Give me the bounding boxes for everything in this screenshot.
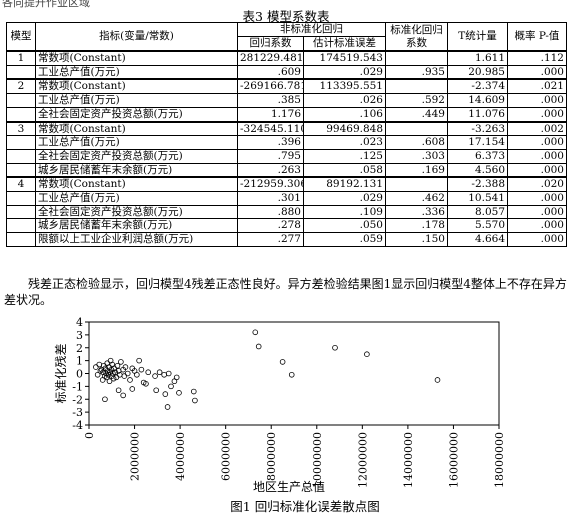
x-axis-ticks: 0 2000000 4000000 6000000 8000000 10000000 120…: [83, 425, 506, 488]
data-points: [93, 329, 441, 410]
data-point: [165, 370, 172, 377]
data-point: [122, 364, 129, 370]
data-point: [190, 388, 197, 395]
data-point: [288, 371, 295, 378]
table-row: 3 常数项(Constant) -324545.110 99469.848 -3.263…: [6, 120, 567, 137]
row-model: 3: [6, 120, 36, 137]
data-point: [129, 386, 136, 392]
row-coefficient: 281229.481: [237, 49, 304, 66]
table-row: 1 常数项(Constant) 281229.481 174519.543 1.611.…: [6, 49, 567, 66]
data-point: [434, 377, 441, 383]
header-model: 模型: [6, 22, 36, 52]
data-point: [97, 368, 104, 374]
x-tick-label: 18000000: [493, 432, 506, 488]
data-point: [145, 369, 152, 376]
data-point: [252, 329, 259, 336]
table-row: 2 常数项(Constant) -269166.781 113395.551 -2.37…: [6, 78, 567, 95]
row-p-value: .002: [507, 120, 567, 137]
row-model: 1: [6, 49, 36, 66]
row-p-value: .021: [507, 78, 567, 95]
data-point: [143, 380, 149, 387]
x-tick-label: 16000000: [447, 432, 460, 488]
data-point: [96, 361, 103, 368]
x-tick-label: 4000000: [174, 432, 187, 481]
data-point: [164, 404, 171, 410]
x-tick-label: 6000000: [220, 432, 233, 481]
x-tick-label: 12000000: [356, 432, 369, 488]
data-point: [364, 351, 370, 357]
data-point: [176, 390, 182, 396]
data-point: [255, 343, 262, 350]
data-point: [152, 373, 158, 379]
data-point: [118, 359, 124, 365]
data-point: [192, 397, 198, 404]
data-point: [102, 396, 108, 403]
data-point: [110, 375, 117, 382]
x-tick-label: 10000000: [311, 432, 324, 488]
table-row: 全社会固定资产投资总额(万元) .795.125.303 6.373.000: [6, 148, 567, 164]
table-row: 城乡居民储蓄年末余额(万元) .263.058.169 4.560.000: [6, 162, 567, 178]
y-tick-label: -3: [72, 406, 83, 419]
x-axis-label: 地区生产总值: [253, 479, 325, 494]
x-tick-label: 8000000: [265, 432, 278, 481]
row-t-statistic: -2.388: [447, 176, 508, 193]
data-point: [153, 387, 159, 394]
row-p-value: .000: [507, 232, 567, 247]
table-title: 表3 模型系数表: [242, 9, 330, 24]
y-tick-label: 3: [76, 329, 83, 342]
x-tick-label: 0: [83, 432, 96, 439]
table-row: 工业总产值(万元) .609.029.935 20.985.000: [6, 64, 567, 80]
row-model: 2: [6, 78, 36, 95]
table-row: 全社会固定资产投资总额(万元) 1.176.106.449 11.076.000: [6, 106, 567, 123]
preceding-text-fragment: 各向提升作业区域: [2, 0, 90, 9]
data-point: [161, 371, 167, 378]
row-p-value: .020: [507, 176, 567, 193]
data-point: [138, 366, 145, 373]
x-tick-label: 14000000: [402, 432, 415, 488]
y-tick-label: -2: [72, 393, 83, 406]
body-paragraph: 残差正态检验显示，回归模型4残差正态性良好。异方差检验结果图1显示回归模型4整体…: [4, 277, 567, 307]
data-point: [106, 378, 113, 385]
data-point: [136, 357, 142, 364]
data-point: [124, 370, 131, 377]
data-point: [168, 383, 174, 390]
y-tick-label: 4: [76, 316, 83, 329]
y-tick-label: 2: [76, 342, 83, 355]
y-tick-label: 1: [76, 355, 83, 368]
y-tick-label: 0: [76, 368, 83, 381]
y-tick-label: -1: [72, 380, 83, 393]
data-point: [114, 362, 121, 369]
row-variable: 常数项(Constant): [35, 120, 238, 137]
figure-caption: 图1 回归标准化误差散点图: [230, 499, 379, 514]
data-point: [332, 344, 338, 351]
data-point: [112, 369, 118, 376]
table-row: 限额以上工业企业利润总额(万元) .277.059.150 4.664.000: [6, 232, 567, 247]
data-point: [120, 392, 126, 399]
data-point: [121, 373, 128, 379]
row-coefficient: -269166.781: [237, 78, 304, 95]
header-indicator: 指标(变量/常数): [35, 22, 238, 52]
header-t: T统计量: [447, 22, 508, 52]
data-point: [279, 359, 286, 365]
header-p: 概率 P-值: [507, 22, 567, 52]
table-row: 城乡居民储蓄年末余额(万元) .278.050.178 5.570.000: [6, 218, 567, 234]
data-point: [162, 391, 169, 397]
x-tick-label: 2000000: [129, 432, 142, 481]
data-point: [93, 364, 99, 370]
row-p-value: .112: [507, 49, 567, 66]
data-point: [173, 374, 180, 381]
data-point: [156, 369, 163, 376]
y-tick-label: -4: [72, 419, 83, 432]
y-axis-label: 标准化残差: [54, 343, 68, 403]
data-point: [94, 371, 101, 378]
data-point: [134, 371, 140, 378]
coefficient-table: 模型 指标(变量/常数) 非标准化回归 标准化回归系数 T统计量 概率 P-值 …: [6, 22, 567, 247]
data-point: [127, 377, 133, 383]
table-row: 4 常数项(Constant) -212959.306 89192.131 -2.388…: [6, 176, 567, 193]
data-point: [115, 387, 122, 394]
